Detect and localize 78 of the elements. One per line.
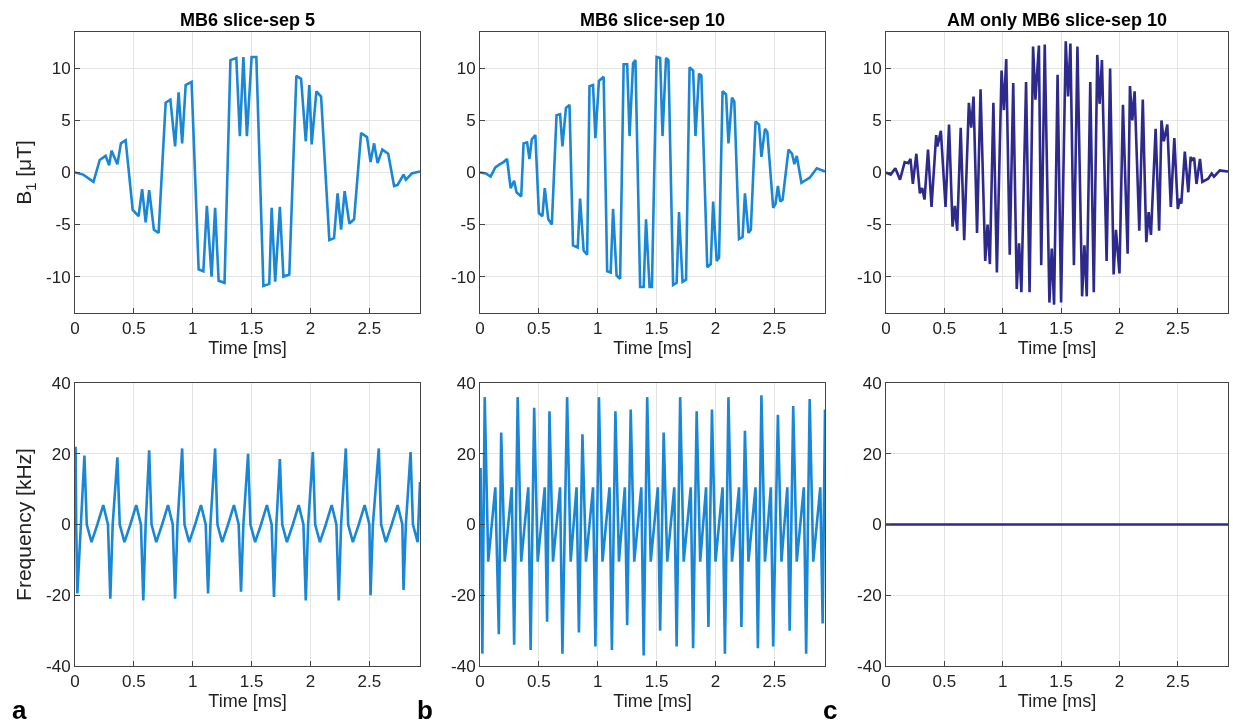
y-tick-label: -5: [866, 215, 882, 235]
x-tick-label: 2: [710, 319, 721, 339]
line-series: [75, 55, 420, 288]
x-axis-title: Time [ms]: [1017, 691, 1097, 712]
y-tick-label: 0: [872, 515, 882, 535]
x-tick-label: 2: [710, 672, 721, 692]
x-tick-label: 2.5: [357, 319, 382, 339]
x-axis-title: Time [ms]: [208, 338, 287, 359]
y-tick-label: 0: [61, 515, 71, 535]
x-tick-label: 0.5: [122, 672, 146, 692]
chart-title: MB6 slice-sep 10: [580, 10, 726, 30]
text: b: [417, 695, 433, 725]
y-tick-label: 10: [51, 59, 71, 79]
x-axis-title: Time [ms]: [1017, 338, 1097, 359]
x-tick-label: 1: [188, 672, 198, 692]
chart-title: AM only MB6 slice-sep 10: [947, 10, 1168, 30]
y-tick-label: -10: [857, 267, 882, 287]
x-tick-label: 1: [997, 672, 1008, 692]
x-tick-label: 2: [305, 672, 316, 692]
y-tick-label: 20: [51, 444, 71, 464]
chart-title: MB6 slice-sep 5: [180, 10, 316, 30]
text: c: [823, 695, 838, 725]
x-tick-label: 0.5: [527, 319, 551, 339]
text: a: [12, 695, 27, 725]
line-series: [886, 40, 1228, 306]
y-tick-label: 40: [51, 373, 71, 393]
y-tick-label: 5: [466, 111, 476, 131]
x-axis-title: Time [ms]: [613, 691, 692, 712]
x-tick-label: 1.5: [644, 319, 669, 339]
line-series: [480, 394, 825, 657]
x-tick-label: 1: [997, 319, 1008, 339]
x-tick-label: 2.5: [1165, 319, 1190, 339]
y-tick-label: 5: [872, 111, 882, 131]
line-series: [480, 55, 825, 289]
x-axis-title: Time [ms]: [613, 338, 692, 359]
y-tick-label: -20: [46, 586, 71, 606]
y-tick-label: -20: [857, 586, 882, 606]
x-tick-label: 2: [305, 319, 316, 339]
x-axis-title: Time [ms]: [208, 691, 287, 712]
y-tick-label: -5: [55, 215, 71, 235]
x-tick-label: 0.5: [932, 672, 957, 692]
y-tick-label: -5: [460, 215, 476, 235]
x-tick-label: 0.5: [122, 319, 146, 339]
y-tick-label: -40: [451, 656, 476, 676]
x-tick-label: 2.5: [357, 672, 382, 692]
y-tick-label: 40: [456, 373, 476, 393]
y-tick-label: 5: [61, 111, 71, 131]
y-tick-label: -40: [857, 656, 882, 676]
y-tick-label: 0: [466, 163, 476, 183]
y-axis-title: Frequency [kHz]: [12, 448, 36, 601]
y-tick-label: 20: [456, 444, 476, 464]
y-tick-label: 10: [862, 59, 882, 79]
x-tick-label: 0.5: [932, 319, 957, 339]
y-tick-label: -20: [451, 586, 476, 606]
y-tick-label: 20: [862, 444, 882, 464]
y-tick-label: -10: [46, 267, 71, 287]
x-tick-label: 1.5: [239, 319, 264, 339]
y-tick-label: 0: [466, 515, 476, 535]
line-series: [75, 445, 420, 602]
x-tick-label: 2.5: [1165, 672, 1190, 692]
x-tick-label: 2: [1114, 672, 1125, 692]
y-tick-label: 0: [61, 163, 71, 183]
x-tick-label: 0.5: [527, 672, 551, 692]
x-tick-label: 1.5: [1049, 672, 1073, 692]
x-tick-label: 1: [593, 672, 603, 692]
y-tick-label: -10: [451, 267, 476, 287]
y-tick-label: 0: [872, 163, 882, 183]
x-tick-label: 1: [593, 319, 603, 339]
y-tick-label: 10: [456, 59, 476, 79]
x-tick-label: 2: [1114, 319, 1125, 339]
x-tick-label: 1: [188, 319, 198, 339]
x-tick-label: 2.5: [762, 672, 787, 692]
x-tick-label: 2.5: [762, 319, 787, 339]
y-tick-label: 40: [862, 373, 882, 393]
y-tick-label: -40: [46, 656, 71, 676]
x-tick-label: 1.5: [239, 672, 264, 692]
x-tick-label: 1.5: [1049, 319, 1073, 339]
x-tick-label: 1.5: [644, 672, 669, 692]
